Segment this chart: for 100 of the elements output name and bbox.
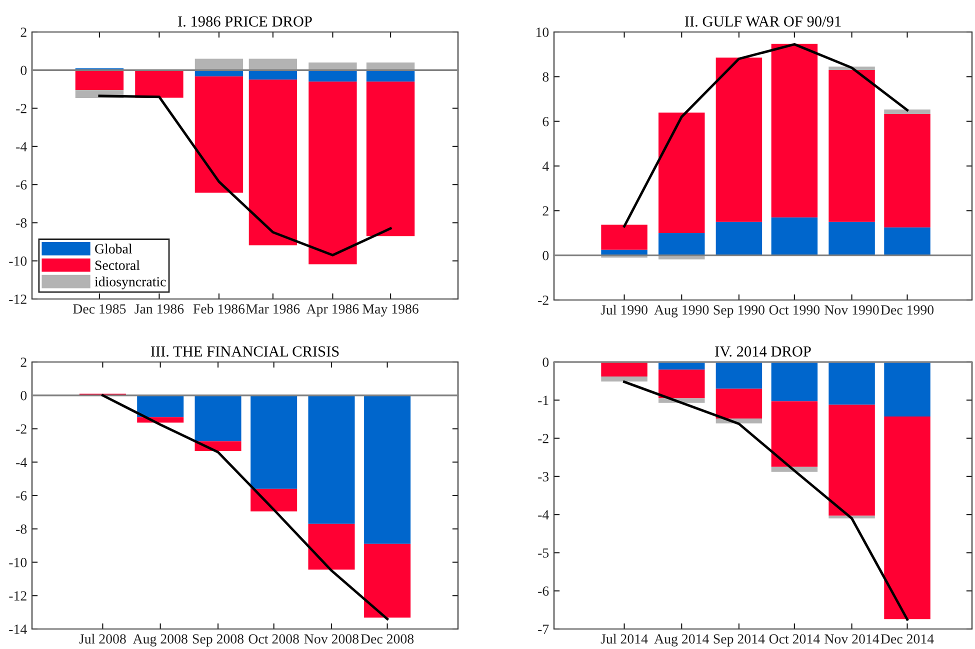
- bar: [771, 401, 818, 467]
- x-tick-label: Dec 2014: [880, 634, 934, 644]
- x-tick-label: Aug 2014: [654, 634, 709, 646]
- y-tick-label: 2: [20, 28, 26, 37]
- bar: [308, 395, 355, 524]
- y-tick-label: -12: [9, 591, 26, 600]
- y-tick-label: -12: [9, 294, 26, 304]
- y-tick-label: -8: [16, 524, 27, 534]
- bar: [658, 233, 705, 256]
- y-tick-label: -10: [9, 256, 27, 266]
- bar: [366, 82, 415, 236]
- y-tick-label: -5: [538, 548, 549, 558]
- x-tick-label: Apr 1986: [306, 304, 359, 316]
- x-tick-label: Sep 2014: [714, 634, 765, 646]
- x-tick-label: Nov 2014: [824, 634, 880, 644]
- bar: [135, 70, 184, 98]
- x-tick-label: Nov 2008: [304, 634, 359, 644]
- legend-label: idiosyncratic: [94, 276, 166, 290]
- bar: [137, 395, 184, 418]
- bar: [601, 224, 648, 250]
- y-tick-label: 6: [542, 116, 549, 126]
- y-tick-label: -8: [16, 218, 27, 228]
- y-tick-label: 0: [20, 390, 27, 400]
- legend-label: Sectoral: [95, 260, 140, 270]
- bar: [716, 362, 762, 389]
- bar: [658, 370, 705, 398]
- y-tick-label: -1: [538, 396, 548, 405]
- bar: [884, 362, 930, 417]
- chart-title: III. THE FINANCIAL CRISIS: [150, 346, 339, 357]
- line-series: [623, 43, 909, 228]
- y-tick-label: 2: [20, 358, 26, 367]
- x-tick-label: Jan 1986: [134, 304, 184, 314]
- bar: [771, 44, 818, 218]
- bar: [250, 395, 298, 489]
- y-tick-label: 2: [542, 206, 548, 216]
- line-series: [623, 380, 909, 621]
- bar: [716, 58, 762, 222]
- x-tick-label: Jul 2008: [79, 634, 126, 644]
- bar: [366, 62, 415, 70]
- y-tick-label: -4: [16, 142, 27, 152]
- x-tick-label: Feb 1986: [193, 304, 245, 314]
- bar: [884, 227, 930, 256]
- bar: [308, 82, 357, 264]
- x-tick-label: Aug 2008: [132, 634, 188, 646]
- bar: [308, 70, 357, 82]
- bar: [828, 222, 875, 256]
- x-tick-label: Aug 1990: [654, 305, 709, 318]
- bar: [248, 80, 298, 246]
- x-tick-label: Oct 1990: [769, 305, 820, 315]
- x-tick-label: Oct 2008: [248, 634, 299, 644]
- bar: [828, 516, 875, 518]
- bar: [308, 62, 357, 70]
- x-tick-label: Sep 1990: [714, 305, 764, 318]
- bar: [194, 395, 242, 442]
- legend-label: Global: [95, 244, 132, 254]
- x-tick-label: May 1986: [362, 304, 418, 316]
- bar: [75, 70, 124, 90]
- bar: [828, 70, 875, 222]
- x-tick-label: Jul 1990: [600, 304, 648, 315]
- bar: [194, 76, 244, 193]
- y-tick-label: -2: [16, 424, 26, 434]
- y-tick-label: -6: [16, 491, 27, 500]
- bar: [601, 376, 648, 382]
- bar: [828, 404, 875, 516]
- bar: [884, 416, 930, 620]
- x-tick-label: Dec 1985: [73, 304, 126, 314]
- y-tick-label: -6: [538, 586, 549, 596]
- y-tick-label: -3: [538, 472, 549, 482]
- chart-title: IV. 2014 DROP: [715, 346, 811, 357]
- y-tick-label: -4: [16, 458, 27, 467]
- x-tick-label: Dec 1990: [880, 305, 934, 315]
- y-tick-label: -2: [538, 434, 548, 444]
- y-tick-label: -6: [16, 180, 27, 190]
- bar: [364, 544, 411, 618]
- y-tick-label: 0: [542, 250, 549, 260]
- bar: [194, 58, 244, 70]
- chart-title: II. GULF WAR OF 90/91: [684, 16, 841, 27]
- bar: [308, 524, 355, 570]
- bar: [716, 222, 762, 256]
- bar: [884, 114, 930, 228]
- bar: [771, 362, 818, 402]
- bar: [366, 70, 415, 82]
- y-tick-label: 0: [542, 358, 549, 367]
- bar: [248, 58, 298, 70]
- bar: [771, 217, 818, 256]
- y-tick-label: 10: [536, 28, 549, 37]
- line-series: [101, 394, 389, 620]
- y-tick-label: -4: [538, 510, 549, 520]
- bar: [364, 395, 411, 544]
- y-tick-label: -10: [9, 558, 27, 568]
- bar: [771, 466, 818, 472]
- x-tick-label: Jul 2014: [600, 634, 648, 644]
- x-tick-label: Mar 1986: [246, 304, 300, 314]
- bar: [658, 112, 705, 233]
- bar: [884, 109, 930, 114]
- bar: [250, 488, 298, 512]
- x-tick-label: Dec 2008: [360, 634, 414, 644]
- bar: [828, 362, 875, 405]
- y-tick-label: -2: [16, 104, 26, 114]
- y-tick-label: -14: [9, 624, 27, 634]
